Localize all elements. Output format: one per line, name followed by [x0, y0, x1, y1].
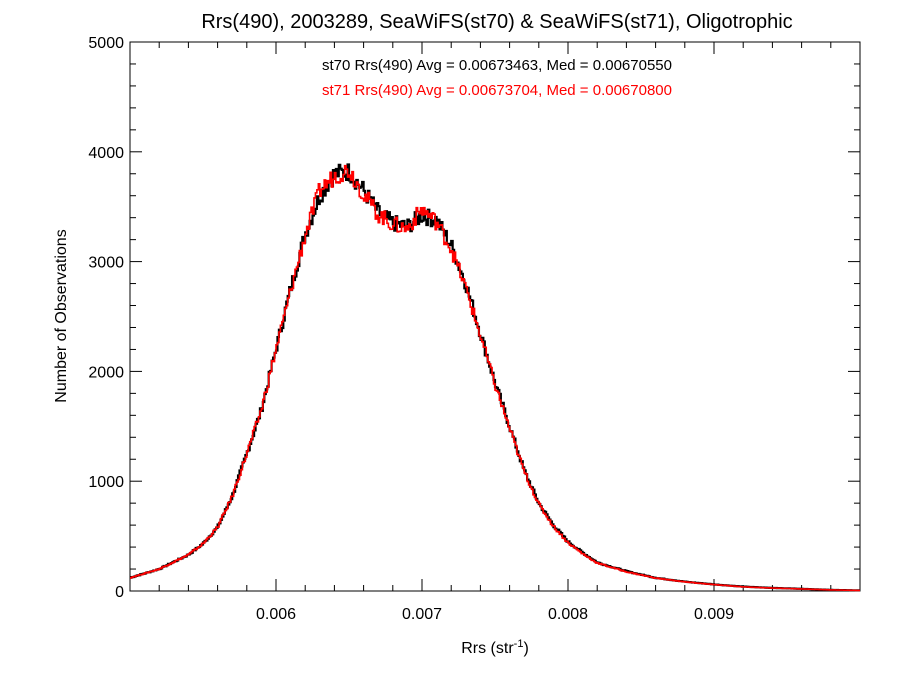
- x-tick-label: 0.007: [402, 606, 442, 623]
- chart-title: Rrs(490), 2003289, SeaWiFS(st70) & SeaWi…: [201, 11, 792, 33]
- series-st71-line: [130, 164, 860, 592]
- x-axis-label-base: Rrs (str: [461, 640, 514, 657]
- axis-ticks: [130, 41, 860, 592]
- x-tick-label: 0.009: [694, 606, 734, 623]
- y-tick-label: 4000: [88, 145, 124, 162]
- y-tick-label: 3000: [88, 255, 124, 272]
- y-axis-label: Number of Observations: [53, 229, 70, 402]
- x-axis-label-close: ): [523, 640, 528, 657]
- annotation-st70: st70 Rrs(490) Avg = 0.00673463, Med = 0.…: [322, 57, 672, 74]
- y-tick-label: 0: [115, 584, 124, 601]
- x-tick-label: 0.006: [256, 606, 296, 623]
- series-lines: [130, 163, 860, 592]
- annotation-st71: st71 Rrs(490) Avg = 0.00673704, Med = 0.…: [322, 82, 672, 99]
- axis-tick-labels: 0.006 0.007 0.008 0.009 0 1000 2000 3000 4000 500…: [88, 35, 734, 623]
- y-tick-label: 1000: [88, 474, 124, 491]
- y-tick-label: 2000: [88, 364, 124, 381]
- y-tick-label: 5000: [88, 35, 124, 52]
- plot-frame: [129, 41, 861, 592]
- x-axis-label-superscript: -1: [514, 638, 524, 650]
- x-tick-label: 0.008: [548, 606, 588, 623]
- x-axis-label: Rrs (str-1): [461, 638, 529, 657]
